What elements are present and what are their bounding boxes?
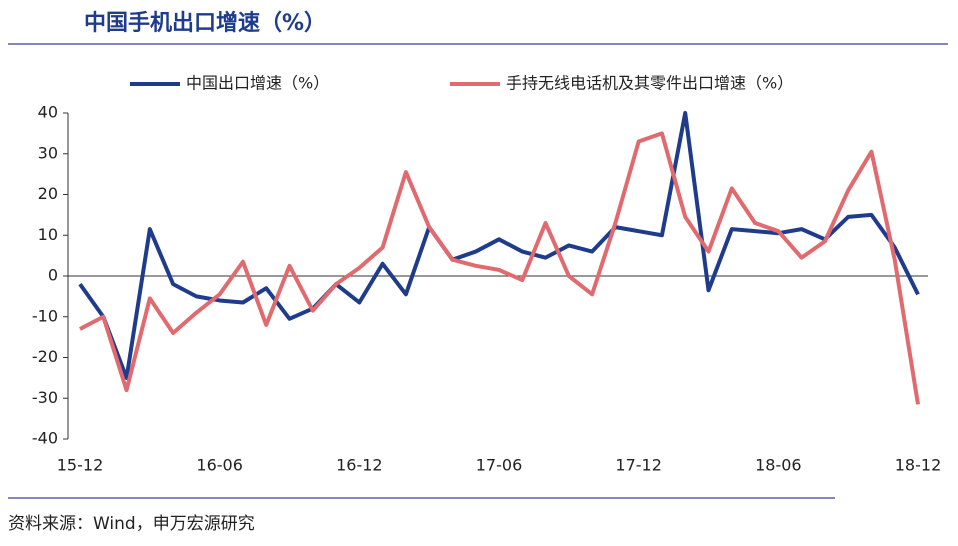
legend-label: 手持无线电话机及其零件出口增速（%） bbox=[506, 74, 793, 93]
source: 资料来源：Wind，申万宏源研究 bbox=[8, 514, 255, 534]
x-tick-label: 16-06 bbox=[196, 456, 243, 475]
y-tick-label: 40 bbox=[38, 103, 58, 122]
y-tick-label: -30 bbox=[32, 388, 58, 407]
y-tick-label: 30 bbox=[38, 143, 58, 162]
y-tick-label: 10 bbox=[38, 225, 58, 244]
y-tick-label: 0 bbox=[48, 266, 58, 285]
legend-label: 中国出口增速（%） bbox=[186, 74, 329, 93]
x-tick-label: 17-06 bbox=[476, 456, 523, 475]
x-tick-label: 16-12 bbox=[336, 456, 383, 475]
y-tick-label: -40 bbox=[32, 429, 58, 448]
y-tick-label: -20 bbox=[32, 347, 58, 366]
series-line bbox=[79, 131, 920, 405]
y-tick-label: -10 bbox=[32, 306, 58, 325]
chart-title: 中国手机出口增速（%） bbox=[84, 10, 326, 36]
x-tick-label: 17-12 bbox=[615, 456, 662, 475]
x-tick-label: 18-06 bbox=[755, 456, 802, 475]
y-tick-label: 20 bbox=[38, 184, 58, 203]
x-tick-label: 15-12 bbox=[57, 456, 104, 475]
x-tick-label: 18-12 bbox=[895, 456, 942, 475]
